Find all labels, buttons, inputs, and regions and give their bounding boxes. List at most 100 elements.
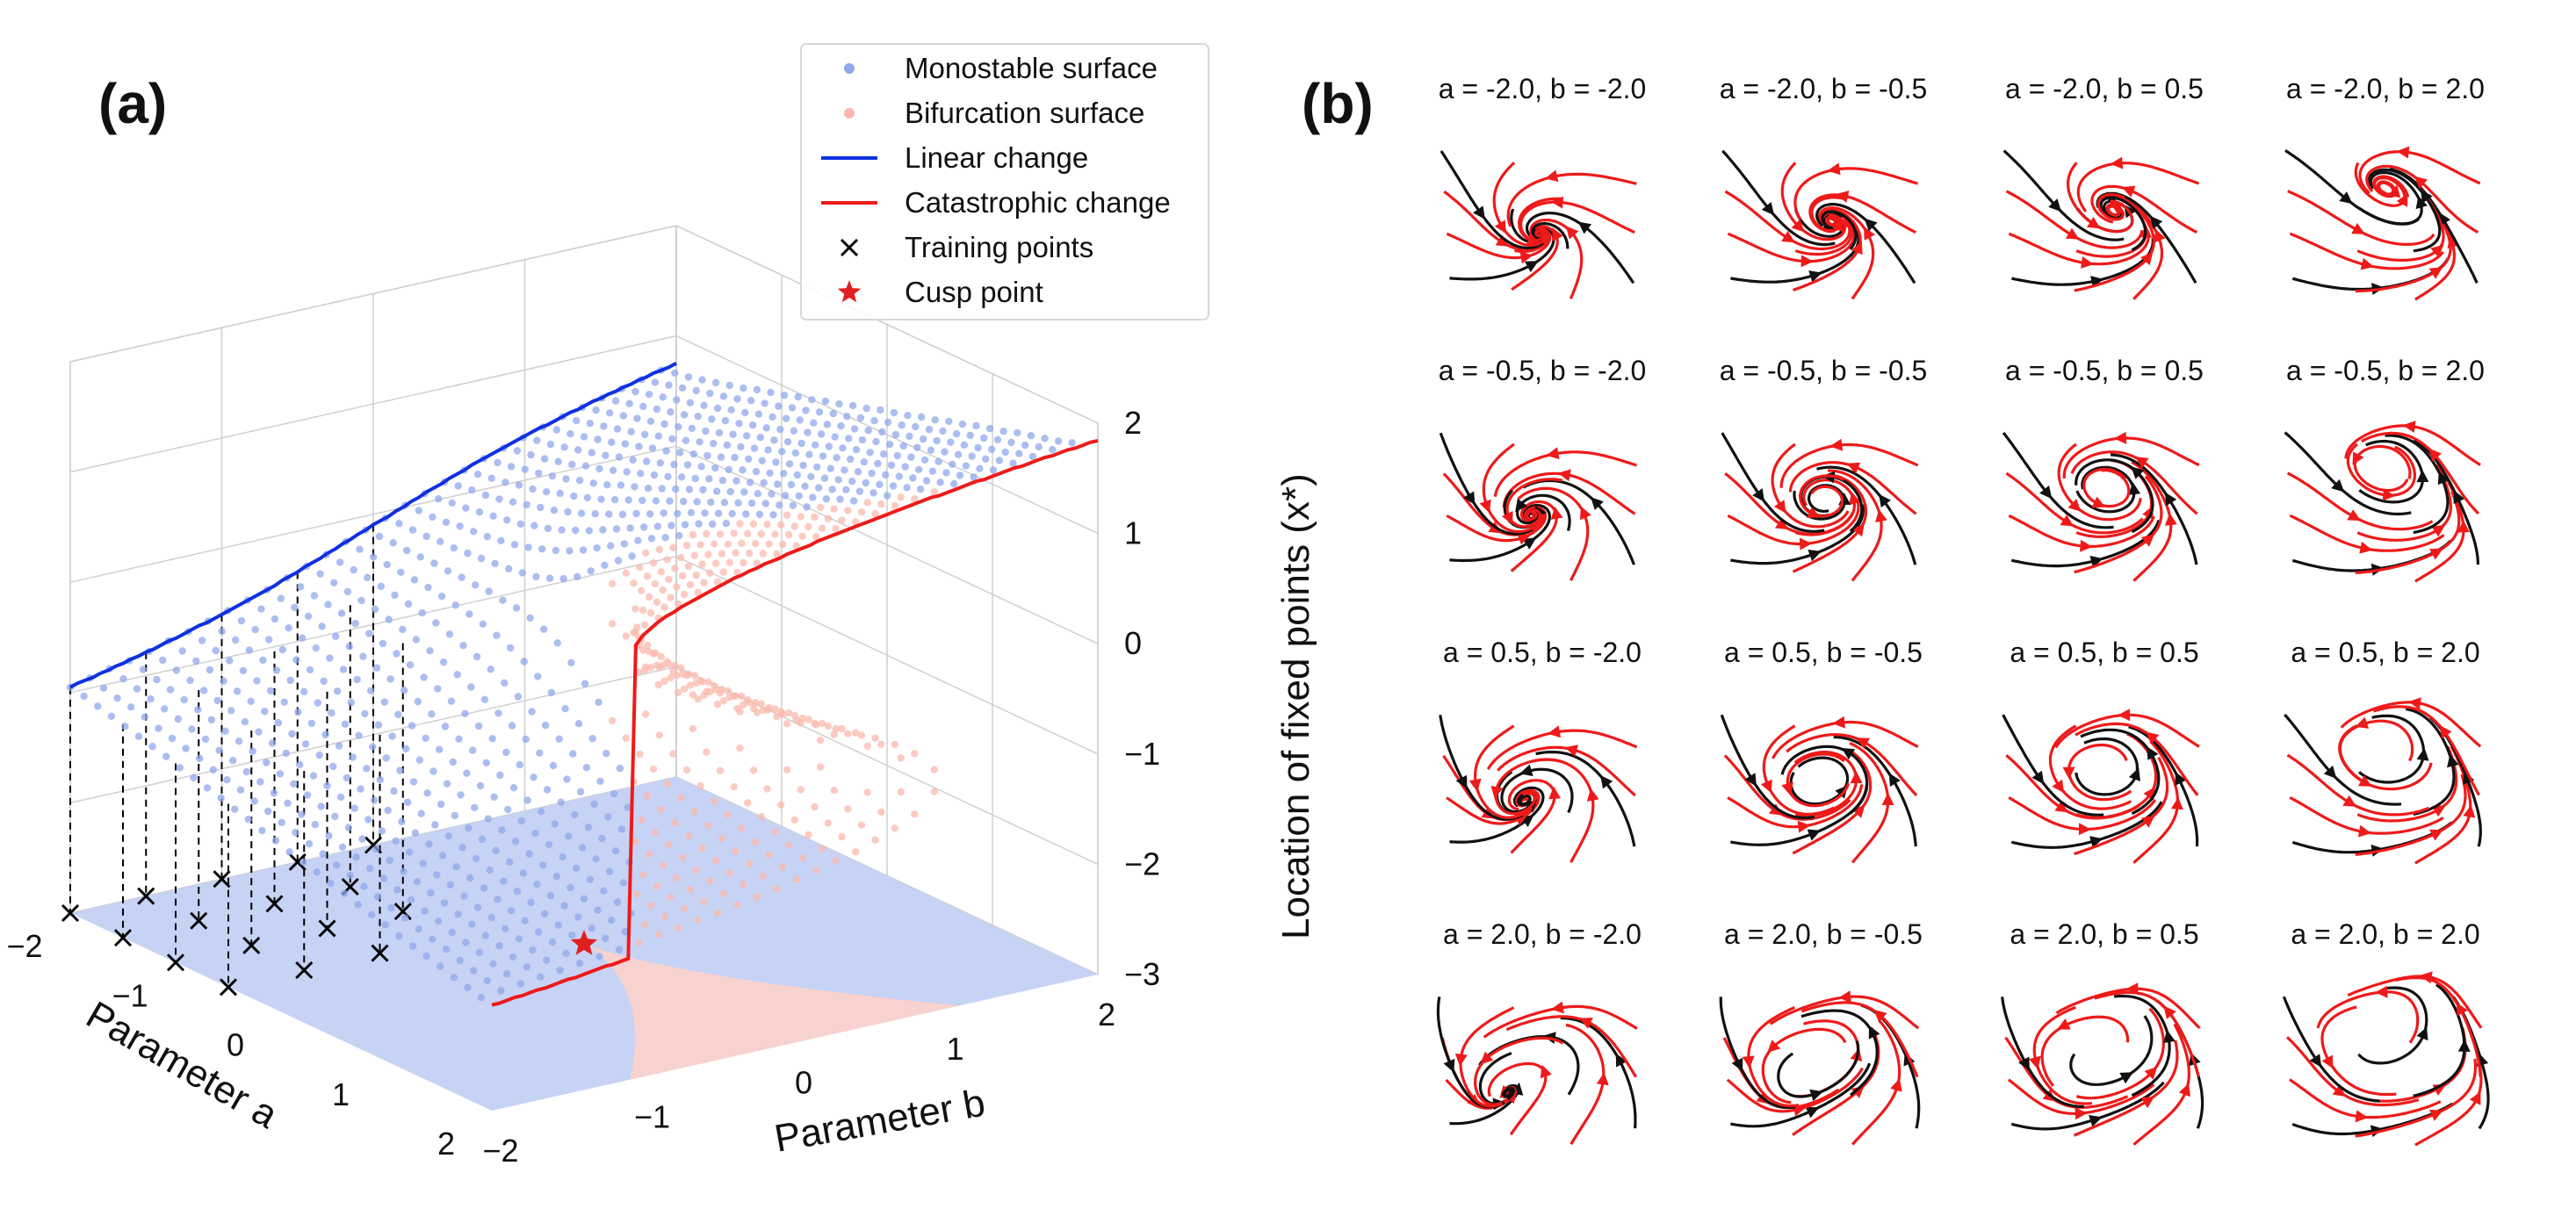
surface-dot bbox=[722, 519, 730, 528]
surface-dot bbox=[729, 430, 737, 438]
surface-dot bbox=[643, 641, 652, 650]
stream-arrow bbox=[2140, 251, 2154, 266]
stream-arrow bbox=[1522, 537, 1537, 550]
surface-dot bbox=[588, 449, 595, 457]
surface-dot bbox=[277, 594, 285, 602]
training-point-marker bbox=[295, 961, 314, 980]
surface-dot bbox=[864, 427, 872, 435]
surface-dot bbox=[430, 559, 438, 567]
stream-arrow bbox=[1873, 1010, 1887, 1023]
surface-dot bbox=[141, 713, 148, 721]
surface-dot bbox=[286, 676, 294, 685]
surface-dot bbox=[355, 731, 363, 739]
surface-dot bbox=[956, 471, 964, 479]
training-point-marker bbox=[371, 944, 389, 962]
surface-dot bbox=[798, 853, 806, 862]
surface-dot bbox=[871, 734, 879, 742]
surface-dot bbox=[673, 874, 681, 882]
stream-lines bbox=[2284, 421, 2481, 583]
surface-dot bbox=[960, 441, 969, 449]
surface-dot bbox=[491, 559, 499, 568]
stream-line bbox=[2353, 444, 2412, 493]
legend-frame bbox=[800, 43, 1209, 320]
stream-arrow bbox=[1519, 764, 1533, 777]
surface-dot bbox=[676, 449, 684, 457]
surface-dot bbox=[457, 791, 465, 799]
surface-dot bbox=[638, 816, 646, 824]
surface-dot bbox=[620, 540, 628, 548]
x-tick-label: −1 bbox=[112, 977, 148, 1013]
surface-dot bbox=[397, 568, 405, 576]
surface-dot bbox=[746, 478, 754, 486]
surface-dot bbox=[298, 810, 306, 818]
surface-dot bbox=[746, 550, 754, 558]
surface-dot bbox=[660, 912, 668, 921]
surface-dot bbox=[529, 946, 537, 954]
stream-lines bbox=[1436, 997, 1638, 1146]
surface-dot bbox=[624, 496, 632, 504]
stream-arrow bbox=[2321, 1054, 2334, 1069]
surface-dot bbox=[805, 450, 813, 458]
stream-arrow bbox=[2110, 156, 2124, 169]
surface-dot bbox=[382, 754, 390, 762]
axis-ticks: −2 −1 0 1 2 −2 −1 0 1 2 2 1 0 −1 −2 −3 bbox=[6, 405, 1160, 1169]
surface-dot bbox=[993, 435, 1002, 443]
surface-dot bbox=[408, 942, 417, 950]
surface-dot bbox=[733, 901, 741, 909]
stream-arrow bbox=[2057, 1018, 2071, 1030]
surface-dot bbox=[250, 797, 258, 805]
stream-lines bbox=[1721, 432, 1919, 582]
stream-arrow bbox=[1831, 218, 1844, 233]
surface-dot bbox=[422, 952, 430, 961]
stream-arrow bbox=[1849, 492, 1861, 506]
surface-dot bbox=[837, 422, 845, 430]
surface-dot bbox=[820, 474, 829, 482]
surface-dot bbox=[624, 803, 631, 811]
surface-dot bbox=[682, 542, 691, 550]
surface-dot bbox=[314, 699, 321, 707]
surface-dot bbox=[803, 503, 811, 511]
surface-dot bbox=[546, 892, 555, 900]
surface-dot bbox=[601, 561, 609, 569]
marker-stroke bbox=[393, 903, 412, 921]
surface-dot bbox=[575, 960, 584, 968]
surface-dot bbox=[427, 889, 435, 897]
surface-dot bbox=[1041, 435, 1049, 443]
surface-dot bbox=[635, 443, 643, 450]
surface-dot bbox=[698, 844, 706, 853]
surface-dot bbox=[743, 432, 751, 440]
surface-dot bbox=[817, 430, 826, 438]
surface-dot bbox=[685, 486, 694, 493]
surface-dot bbox=[701, 509, 709, 517]
surface-dot bbox=[244, 816, 252, 824]
surface-dot bbox=[631, 838, 639, 845]
surface-dot bbox=[816, 503, 825, 512]
surface-dot bbox=[763, 521, 771, 529]
surface-dot bbox=[757, 813, 765, 821]
subplot-title: a = 2.0, b = 2.0 bbox=[2291, 918, 2479, 950]
surface-dot bbox=[593, 543, 601, 552]
stream-arrow bbox=[1580, 506, 1591, 521]
surface-dot bbox=[642, 710, 650, 718]
surface-dot bbox=[203, 784, 212, 792]
stream-line bbox=[2069, 1015, 2154, 1086]
surface-dot bbox=[678, 670, 687, 679]
surface-dot bbox=[550, 507, 559, 514]
surface-dot bbox=[889, 482, 898, 490]
surface-dot bbox=[792, 875, 800, 883]
surface-dot bbox=[395, 932, 403, 940]
surface-dot bbox=[271, 615, 279, 623]
surface-dot bbox=[724, 810, 732, 819]
stream-arrow bbox=[2347, 509, 2362, 522]
surface-dot bbox=[437, 962, 444, 970]
surface-dot bbox=[369, 553, 378, 561]
surface-dot bbox=[863, 742, 871, 751]
surface-dot bbox=[351, 619, 359, 628]
surface-dot bbox=[439, 658, 448, 666]
stream-lines bbox=[1721, 149, 1918, 300]
surface-dot bbox=[772, 458, 780, 466]
surface-dot bbox=[830, 505, 838, 513]
surface-dot bbox=[463, 769, 471, 777]
surface-dot bbox=[766, 469, 774, 478]
surface-dot bbox=[490, 793, 498, 801]
